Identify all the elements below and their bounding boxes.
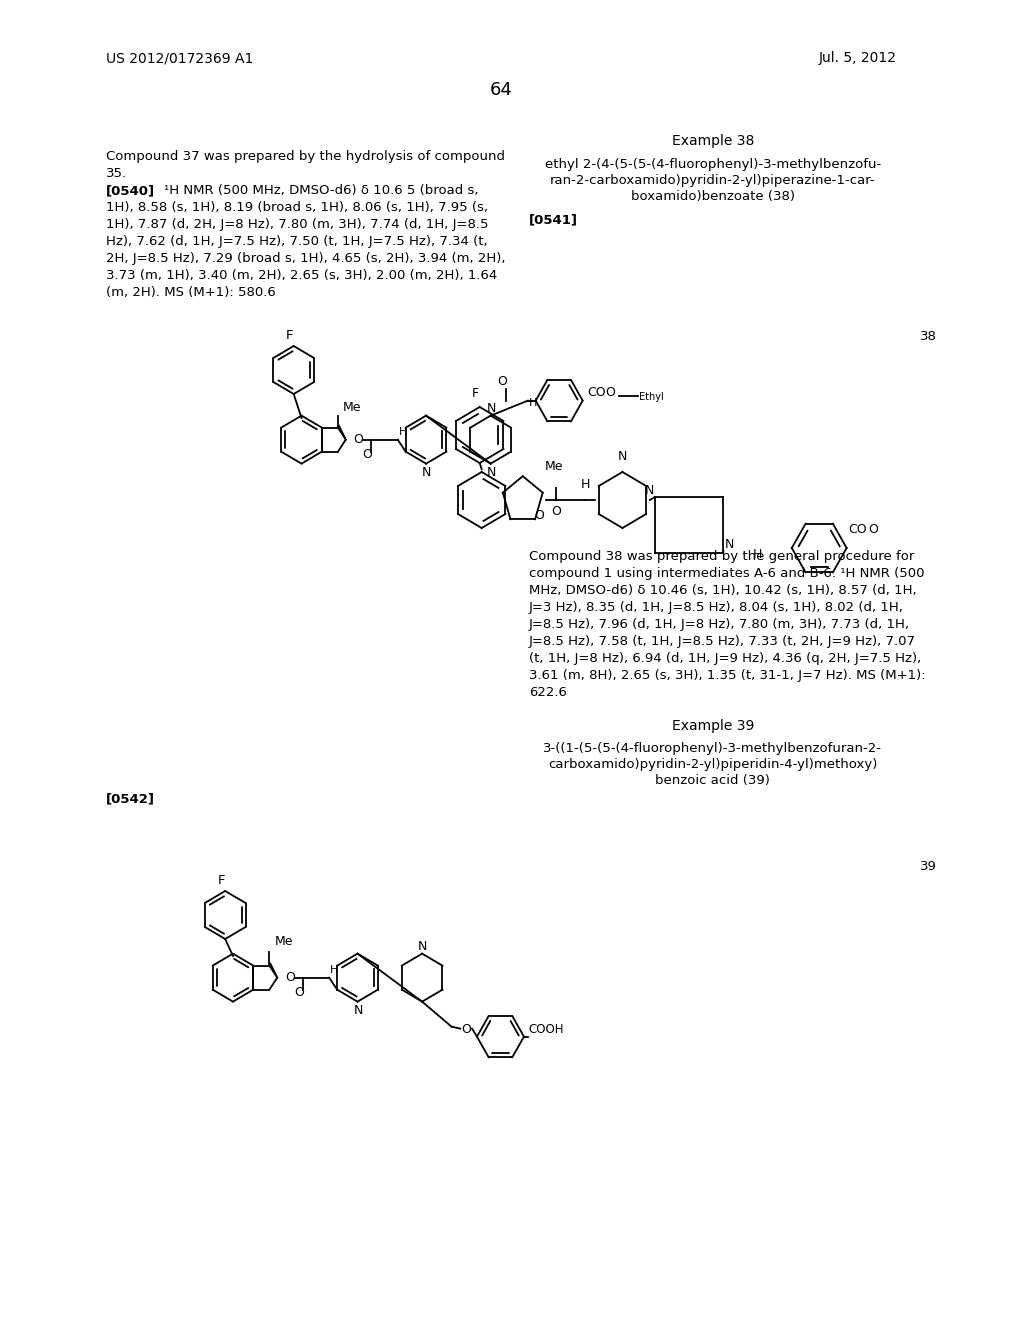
Text: F: F xyxy=(472,387,479,400)
Text: 38: 38 xyxy=(921,330,937,343)
Text: [0540]: [0540] xyxy=(105,183,155,197)
Text: O: O xyxy=(868,523,878,536)
Text: O: O xyxy=(535,510,545,521)
Text: O: O xyxy=(285,972,295,985)
Text: J=3 Hz), 8.35 (d, 1H, J=8.5 Hz), 8.04 (s, 1H), 8.02 (d, 1H,: J=3 Hz), 8.35 (d, 1H, J=8.5 Hz), 8.04 (s… xyxy=(528,601,903,614)
Text: H: H xyxy=(528,397,538,408)
Text: Example 39: Example 39 xyxy=(672,719,754,733)
Text: carboxamido)pyridin-2-yl)piperidin-4-yl)methoxy): carboxamido)pyridin-2-yl)piperidin-4-yl)… xyxy=(548,758,878,771)
Text: N: N xyxy=(486,401,496,414)
Text: N: N xyxy=(617,450,627,463)
Text: Example 38: Example 38 xyxy=(672,135,754,148)
Text: Me: Me xyxy=(545,459,563,473)
Text: [0541]: [0541] xyxy=(528,213,578,226)
Text: N: N xyxy=(353,1003,362,1016)
Text: O: O xyxy=(551,506,561,517)
Text: H: H xyxy=(581,478,590,491)
Text: J=8.5 Hz), 7.96 (d, 1H, J=8 Hz), 7.80 (m, 3H), 7.73 (d, 1H,: J=8.5 Hz), 7.96 (d, 1H, J=8 Hz), 7.80 (m… xyxy=(528,618,909,631)
Text: O: O xyxy=(294,986,304,999)
Text: 2H, J=8.5 Hz), 7.29 (broad s, 1H), 4.65 (s, 2H), 3.94 (m, 2H),: 2H, J=8.5 Hz), 7.29 (broad s, 1H), 4.65 … xyxy=(105,252,505,265)
Text: O: O xyxy=(461,1023,471,1036)
Text: N: N xyxy=(645,484,654,498)
Text: N: N xyxy=(422,466,431,479)
Text: boxamido)benzoate (38): boxamido)benzoate (38) xyxy=(631,190,795,203)
Text: F: F xyxy=(217,874,225,887)
Text: ethyl 2-(4-(5-(5-(4-fluorophenyl)-3-methylbenzofu-: ethyl 2-(4-(5-(5-(4-fluorophenyl)-3-meth… xyxy=(545,158,881,172)
Text: 64: 64 xyxy=(489,81,513,99)
Text: O: O xyxy=(605,385,615,399)
Text: J=8.5 Hz), 7.58 (t, 1H, J=8.5 Hz), 7.33 (t, 2H, J=9 Hz), 7.07: J=8.5 Hz), 7.58 (t, 1H, J=8.5 Hz), 7.33 … xyxy=(528,635,915,648)
Text: H: H xyxy=(398,426,407,437)
Text: CO: CO xyxy=(588,385,606,399)
Text: COOH: COOH xyxy=(528,1023,564,1036)
Text: Ethyl: Ethyl xyxy=(639,392,665,401)
Text: US 2012/0172369 A1: US 2012/0172369 A1 xyxy=(105,51,253,65)
Text: 1H), 8.58 (s, 1H), 8.19 (broad s, 1H), 8.06 (s, 1H), 7.95 (s,: 1H), 8.58 (s, 1H), 8.19 (broad s, 1H), 8… xyxy=(105,201,487,214)
Text: compound 1 using intermediates A-6 and B-6. ¹H NMR (500: compound 1 using intermediates A-6 and B… xyxy=(528,568,924,579)
Text: MHz, DMSO-d6) δ 10.46 (s, 1H), 10.42 (s, 1H), 8.57 (d, 1H,: MHz, DMSO-d6) δ 10.46 (s, 1H), 10.42 (s,… xyxy=(528,583,916,597)
Text: Me: Me xyxy=(274,935,293,948)
Text: CO: CO xyxy=(849,523,867,536)
Text: 3-((1-(5-(5-(4-fluorophenyl)-3-methylbenzofuran-2-: 3-((1-(5-(5-(4-fluorophenyl)-3-methylben… xyxy=(543,742,883,755)
Text: N: N xyxy=(486,466,496,479)
Text: (m, 2H). MS (M+1): 580.6: (m, 2H). MS (M+1): 580.6 xyxy=(105,286,275,300)
Text: Me: Me xyxy=(343,401,361,413)
Text: N: N xyxy=(725,539,734,550)
Text: H: H xyxy=(753,548,762,561)
Text: [0542]: [0542] xyxy=(105,792,155,805)
Text: Compound 38 was prepared by the general procedure for: Compound 38 was prepared by the general … xyxy=(528,550,914,564)
Text: O: O xyxy=(498,375,507,388)
Text: F: F xyxy=(286,329,294,342)
Text: (t, 1H, J=8 Hz), 6.94 (d, 1H, J=9 Hz), 4.36 (q, 2H, J=7.5 Hz),: (t, 1H, J=8 Hz), 6.94 (d, 1H, J=9 Hz), 4… xyxy=(528,652,921,665)
Text: N: N xyxy=(418,940,428,953)
Text: O: O xyxy=(362,447,373,461)
Text: 1H), 7.87 (d, 2H, J=8 Hz), 7.80 (m, 3H), 7.74 (d, 1H, J=8.5: 1H), 7.87 (d, 2H, J=8 Hz), 7.80 (m, 3H),… xyxy=(105,218,488,231)
Text: Compound 37 was prepared by the hydrolysis of compound: Compound 37 was prepared by the hydrolys… xyxy=(105,150,505,162)
Text: 35.: 35. xyxy=(105,168,127,180)
Text: 3.61 (m, 8H), 2.65 (s, 3H), 1.35 (t, 31-1, J=7 Hz). MS (M+1):: 3.61 (m, 8H), 2.65 (s, 3H), 1.35 (t, 31-… xyxy=(528,669,926,682)
Text: Jul. 5, 2012: Jul. 5, 2012 xyxy=(819,51,897,65)
Text: H: H xyxy=(330,965,339,974)
Text: Hz), 7.62 (d, 1H, J=7.5 Hz), 7.50 (t, 1H, J=7.5 Hz), 7.34 (t,: Hz), 7.62 (d, 1H, J=7.5 Hz), 7.50 (t, 1H… xyxy=(105,235,487,248)
Text: benzoic acid (39): benzoic acid (39) xyxy=(655,774,770,787)
Text: 622.6: 622.6 xyxy=(528,686,566,700)
Text: ¹H NMR (500 MHz, DMSO-d6) δ 10.6 5 (broad s,: ¹H NMR (500 MHz, DMSO-d6) δ 10.6 5 (broa… xyxy=(146,183,478,197)
Text: O: O xyxy=(353,433,364,446)
Text: ran-2-carboxamido)pyridin-2-yl)piperazine-1-car-: ran-2-carboxamido)pyridin-2-yl)piperazin… xyxy=(550,174,876,187)
Text: 39: 39 xyxy=(921,861,937,873)
Text: 3.73 (m, 1H), 3.40 (m, 2H), 2.65 (s, 3H), 2.00 (m, 2H), 1.64: 3.73 (m, 1H), 3.40 (m, 2H), 2.65 (s, 3H)… xyxy=(105,269,497,282)
